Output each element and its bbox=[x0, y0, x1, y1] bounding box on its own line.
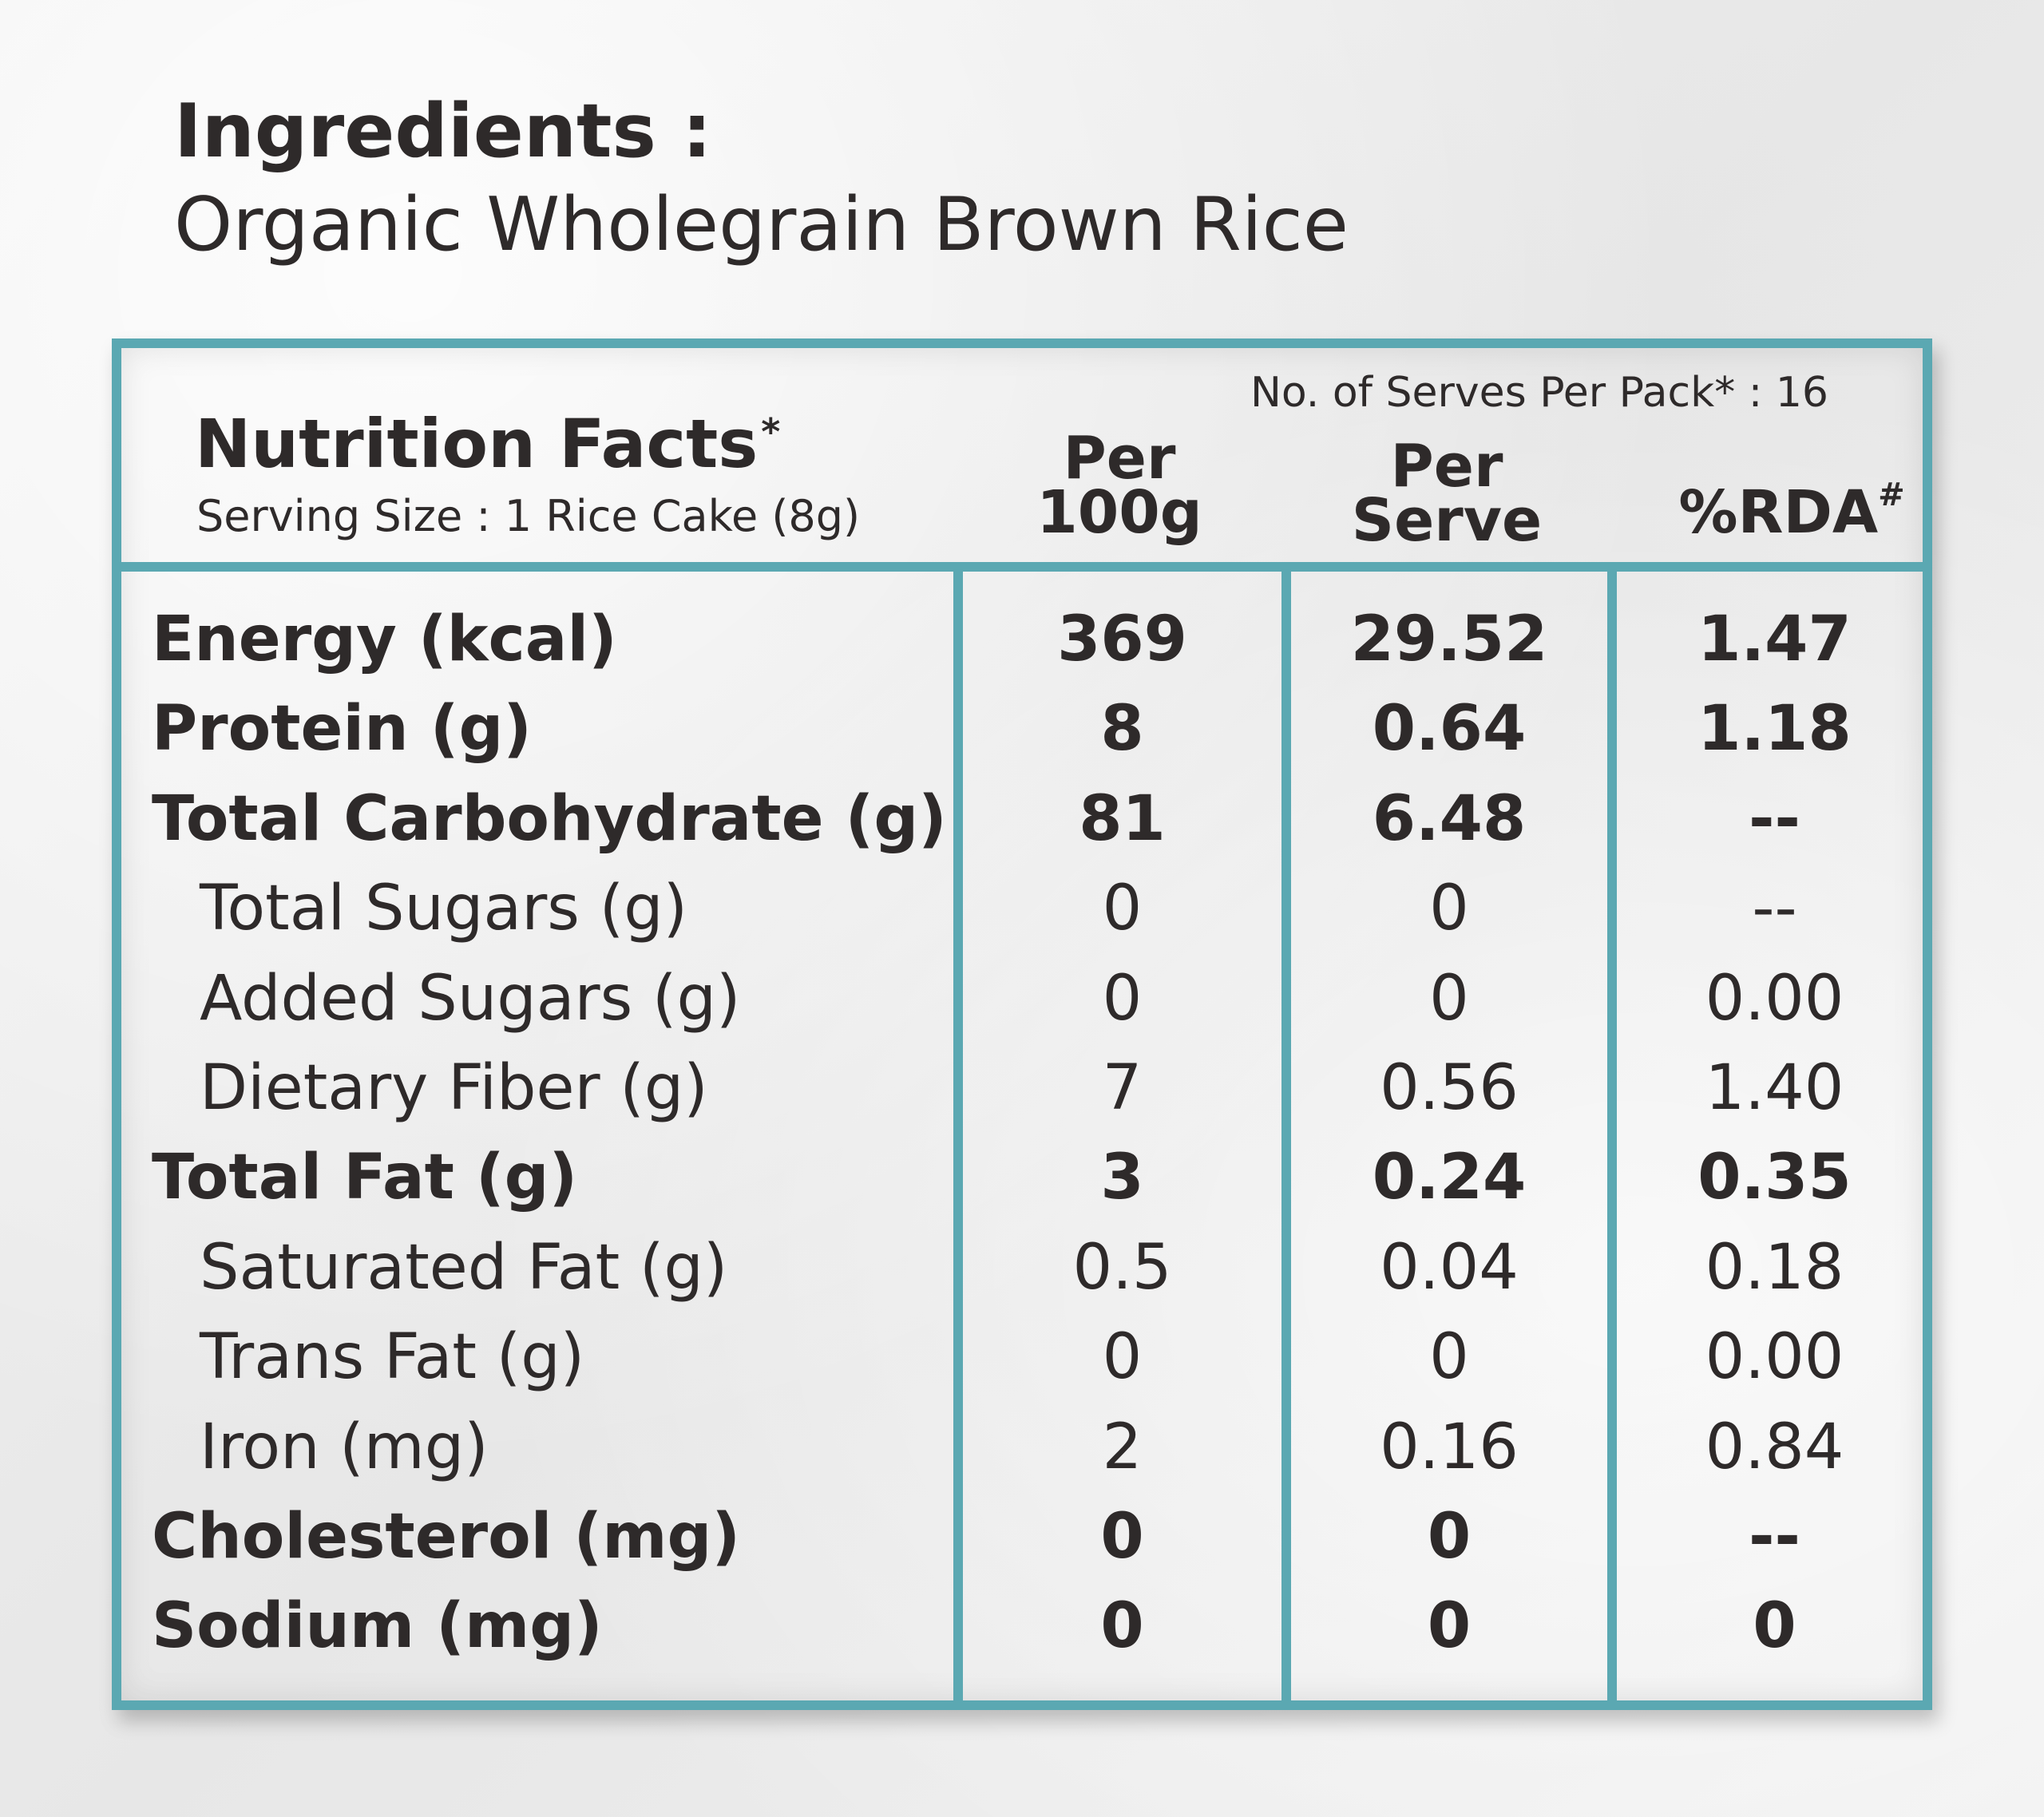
value-per-100g: 0 bbox=[1102, 1321, 1143, 1394]
column-header-rda-text: %RDA bbox=[1678, 478, 1879, 547]
value-per-100g: 0 bbox=[1102, 873, 1143, 945]
nutrient-row: Cholesterol (mg) 0 0 -- bbox=[121, 1506, 1923, 1595]
serves-per-pack: No. of Serves Per Pack* : 16 bbox=[1250, 369, 1828, 417]
nutrient-label: Added Sugars (g) bbox=[200, 962, 741, 1035]
column-header-rda: %RDA# bbox=[1648, 479, 1935, 542]
value-per-100g: 0 bbox=[1100, 1590, 1144, 1663]
value-rda: -- bbox=[1752, 873, 1797, 945]
nutrient-row: Total Sugars (g) 0 0 -- bbox=[121, 877, 1923, 967]
value-per-100g: 0.5 bbox=[1072, 1231, 1172, 1304]
value-per-serve: 0 bbox=[1429, 1321, 1469, 1394]
nutrient-row: Dietary Fiber (g) 7 0.56 1.40 bbox=[121, 1057, 1923, 1146]
value-per-100g: 0 bbox=[1102, 962, 1143, 1035]
nutrient-label: Iron (mg) bbox=[200, 1411, 489, 1483]
value-per-serve: 0 bbox=[1427, 1501, 1472, 1573]
value-per-serve: 6.48 bbox=[1372, 782, 1527, 855]
value-rda: 0.00 bbox=[1705, 962, 1844, 1035]
nutrient-row: Energy (kcal) 369 29.52 1.47 bbox=[121, 608, 1923, 698]
value-per-100g: 2 bbox=[1102, 1411, 1143, 1483]
nutrient-label: Trans Fat (g) bbox=[200, 1321, 585, 1394]
ingredients-heading: Ingredients : bbox=[174, 88, 712, 174]
column-divider-2 bbox=[1281, 572, 1291, 1700]
value-per-serve: 0.16 bbox=[1380, 1411, 1519, 1483]
nutrient-label: Total Fat (g) bbox=[152, 1142, 578, 1214]
nutrient-label: Dietary Fiber (g) bbox=[200, 1052, 708, 1124]
nutrient-row: Total Fat (g) 3 0.24 0.35 bbox=[121, 1146, 1923, 1236]
value-per-serve: 0 bbox=[1427, 1590, 1472, 1663]
nutrient-label: Cholesterol (mg) bbox=[152, 1501, 740, 1573]
nutrient-label: Saturated Fat (g) bbox=[200, 1231, 728, 1304]
column-header-per-serve: Per Serve bbox=[1327, 432, 1567, 556]
nutrient-label: Protein (g) bbox=[152, 693, 532, 766]
nutrient-row: Saturated Fat (g) 0.5 0.04 0.18 bbox=[121, 1237, 1923, 1326]
value-per-serve: 0.56 bbox=[1380, 1052, 1519, 1124]
column-header-per-100g: Per 100g bbox=[1000, 424, 1239, 548]
value-rda: 1.47 bbox=[1697, 604, 1852, 675]
nutrition-facts-title-text: Nutrition Facts bbox=[195, 405, 759, 483]
nutrient-row: Trans Fat (g) 0 0 0.00 bbox=[121, 1326, 1923, 1415]
column-header-per-100g-line1: Per bbox=[1063, 424, 1176, 493]
nutrient-row: Total Carbohydrate (g) 81 6.48 -- bbox=[121, 788, 1923, 877]
value-per-serve: 0 bbox=[1429, 962, 1469, 1035]
column-divider-3 bbox=[1607, 572, 1617, 1700]
rda-hash-mark: # bbox=[1878, 477, 1905, 513]
value-per-100g: 369 bbox=[1057, 604, 1187, 675]
value-rda: 0.18 bbox=[1705, 1231, 1844, 1304]
value-rda: 0.84 bbox=[1705, 1411, 1844, 1483]
value-rda: 0.35 bbox=[1697, 1142, 1852, 1214]
nutrient-row: Iron (mg) 2 0.16 0.84 bbox=[121, 1416, 1923, 1506]
serving-size: Serving Size : 1 Rice Cake (8g) bbox=[196, 491, 861, 541]
value-per-serve: 0.24 bbox=[1372, 1142, 1527, 1214]
column-header-per-100g-line2: 100g bbox=[1036, 478, 1202, 548]
value-per-serve: 0.64 bbox=[1372, 693, 1527, 766]
nutrient-label: Energy (kcal) bbox=[152, 604, 617, 675]
value-rda: 0.00 bbox=[1705, 1321, 1844, 1394]
value-rda: -- bbox=[1749, 782, 1800, 855]
nutrient-row: Added Sugars (g) 0 0 0.00 bbox=[121, 968, 1923, 1057]
value-per-100g: 3 bbox=[1100, 1142, 1144, 1214]
value-per-100g: 8 bbox=[1100, 693, 1144, 766]
nutrition-facts-asterisk: * bbox=[761, 410, 781, 453]
value-rda: 0 bbox=[1753, 1590, 1796, 1663]
value-rda: 1.18 bbox=[1697, 693, 1852, 766]
nutrient-label: Total Sugars (g) bbox=[200, 873, 688, 945]
nutrient-row: Sodium (mg) 0 0 0 bbox=[121, 1595, 1923, 1684]
value-per-100g: 81 bbox=[1079, 782, 1166, 855]
value-per-serve: 29.52 bbox=[1350, 604, 1548, 675]
nutrition-facts-title: Nutrition Facts* bbox=[195, 410, 780, 477]
value-per-serve: 0 bbox=[1429, 873, 1469, 945]
value-rda: -- bbox=[1749, 1501, 1800, 1573]
nutrient-row: Protein (g) 8 0.64 1.18 bbox=[121, 698, 1923, 787]
ingredients-value: Organic Wholegrain Brown Rice bbox=[174, 181, 1349, 267]
column-header-per-serve-line2: Serve bbox=[1351, 486, 1543, 556]
nutrient-label: Sodium (mg) bbox=[152, 1590, 603, 1663]
value-per-100g: 0 bbox=[1100, 1501, 1144, 1573]
nutrition-facts-panel: Nutrition Facts* Serving Size : 1 Rice C… bbox=[112, 338, 1932, 1710]
value-per-100g: 7 bbox=[1102, 1052, 1143, 1124]
column-header-per-serve-line1: Per bbox=[1390, 432, 1503, 501]
value-rda: 1.40 bbox=[1705, 1052, 1844, 1124]
header-divider bbox=[121, 562, 1923, 572]
value-per-serve: 0.04 bbox=[1380, 1231, 1519, 1304]
column-divider-1 bbox=[953, 572, 963, 1700]
nutrient-label: Total Carbohydrate (g) bbox=[152, 782, 947, 855]
